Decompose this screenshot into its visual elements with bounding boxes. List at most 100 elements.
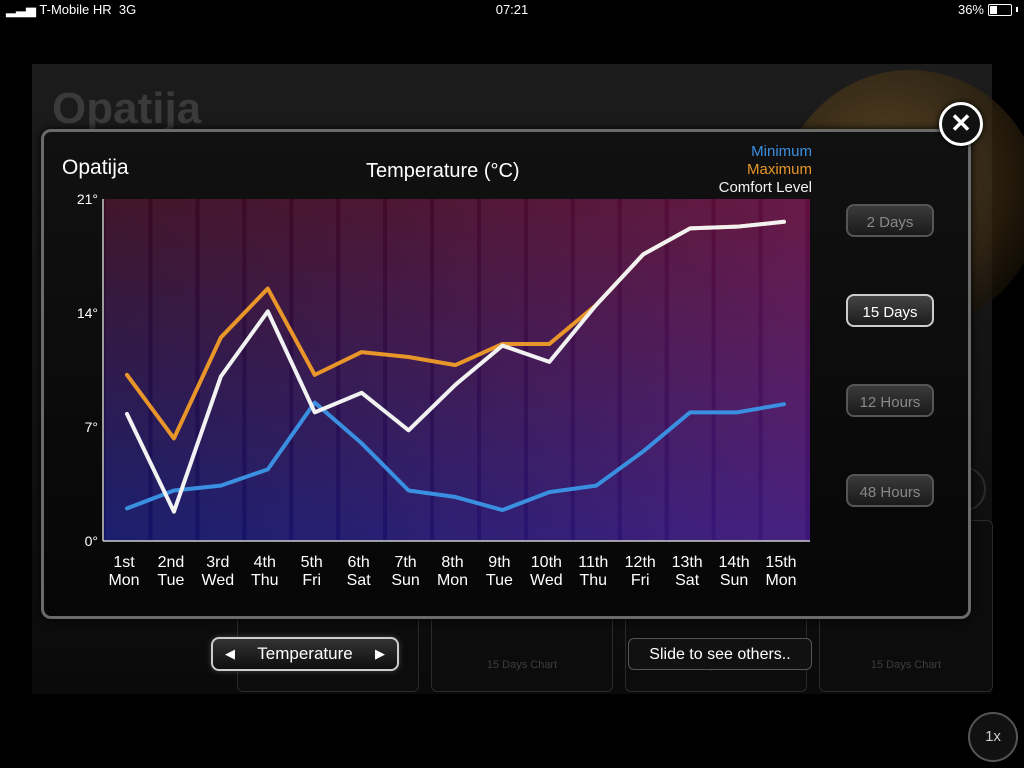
close-icon: ✕ xyxy=(950,108,972,138)
data-point-minimum xyxy=(172,489,176,493)
slide-hint: Slide to see others.. xyxy=(628,638,812,670)
data-point-comfort-level xyxy=(688,226,692,230)
day-stripes xyxy=(105,199,806,541)
x-tick-label: 1st Mon xyxy=(108,554,139,589)
chart-type-selector[interactable]: ◀ Temperature ▶ xyxy=(211,637,399,671)
y-tick-label: 0° xyxy=(85,533,98,549)
data-point-comfort-level xyxy=(360,391,364,395)
carrier-label: T-Mobile HR xyxy=(39,2,112,17)
data-point-minimum xyxy=(125,506,129,510)
chart-legend: Minimum Maximum Comfort Level xyxy=(650,143,812,197)
range-button-2-days[interactable]: 2 Days xyxy=(846,204,934,237)
y-tick-label: 14° xyxy=(77,305,98,321)
range-button-48-hours[interactable]: 48 Hours xyxy=(846,474,934,507)
x-tick-label: 2nd Tue xyxy=(157,554,184,589)
data-point-comfort-level xyxy=(735,225,739,229)
legend-minimum: Minimum xyxy=(751,143,812,160)
day-stripe xyxy=(480,199,524,541)
x-tick-label: 8th Mon xyxy=(437,554,468,589)
network-label: 3G xyxy=(118,2,137,17)
day-stripe xyxy=(621,199,665,541)
data-point-maximum xyxy=(219,335,223,339)
panel-caption: 15 Days Chart xyxy=(870,659,942,671)
y-tick-label: 21° xyxy=(77,191,98,207)
day-stripe xyxy=(105,199,149,541)
x-tick-label: 14th Sun xyxy=(719,554,750,589)
x-tick-label: 5th Fri xyxy=(301,554,323,589)
day-stripe xyxy=(340,199,384,541)
data-point-maximum xyxy=(125,373,129,377)
data-point-comfort-level xyxy=(172,510,176,514)
battery-percent: 36% xyxy=(957,2,984,17)
background-city-title: Opatija xyxy=(52,84,202,133)
day-stripe xyxy=(762,199,806,541)
chart-title: Temperature (°C) xyxy=(366,160,520,182)
legend-comfort: Comfort Level xyxy=(718,179,812,196)
day-stripe xyxy=(527,199,571,541)
range-button-15-days[interactable]: 15 Days xyxy=(846,294,934,327)
data-point-minimum xyxy=(594,484,598,488)
day-stripe xyxy=(668,199,712,541)
close-button[interactable]: ✕ xyxy=(939,102,983,146)
data-point-minimum xyxy=(641,449,645,453)
data-point-minimum xyxy=(454,495,457,499)
data-point-minimum xyxy=(688,410,692,414)
series-lines xyxy=(125,219,786,514)
x-tick-label: 3rd Wed xyxy=(202,554,235,589)
next-arrow-icon[interactable]: ▶ xyxy=(375,646,385,661)
data-point-minimum xyxy=(313,401,317,405)
day-stripe xyxy=(434,199,477,541)
data-point-maximum xyxy=(360,350,364,354)
data-point-minimum xyxy=(782,402,786,406)
data-point-minimum xyxy=(547,490,551,494)
data-point-comfort-level xyxy=(313,410,317,414)
battery-icon xyxy=(988,3,1012,16)
data-point-comfort-level xyxy=(782,220,786,224)
data-point-comfort-level xyxy=(219,375,223,379)
data-point-comfort-level xyxy=(125,412,129,416)
data-point-minimum xyxy=(219,484,223,488)
day-stripe xyxy=(387,199,431,541)
x-tick-label: 6th Sat xyxy=(347,554,372,589)
x-ticks: 1st Mon 2nd Tue 3rd Wed 4th Thu 5th Fri 6th Sat 7th S… xyxy=(108,554,796,589)
data-point-minimum xyxy=(407,489,411,493)
prev-arrow-icon[interactable]: ◀ xyxy=(225,646,235,661)
chart-city-title: Opatija xyxy=(62,156,129,179)
x-tick-label: 12th Fri xyxy=(625,554,656,589)
y-ticks: 0° 7° 14° 21° xyxy=(77,191,98,549)
battery-tip xyxy=(1016,7,1018,12)
x-tick-label: 10th Wed xyxy=(530,554,563,589)
x-tick-label: 7th Sun xyxy=(391,554,419,589)
panel-caption: 15 Days Chart xyxy=(486,659,558,671)
x-tick-label: 11th Thu xyxy=(578,554,608,589)
x-tick-label: 15th Mon xyxy=(765,554,796,589)
speed-button[interactable]: 1x xyxy=(968,712,1018,762)
legend-maximum: Maximum xyxy=(746,161,812,178)
selector-label: Temperature xyxy=(257,644,353,663)
signal-icon: ▂▃▅ xyxy=(6,2,36,17)
data-point-maximum xyxy=(172,436,176,440)
status-bar: ▂▃▅ T-Mobile HR 3G 07:21 36% xyxy=(0,0,1024,20)
data-point-maximum xyxy=(454,363,457,367)
data-point-comfort-level xyxy=(594,303,598,307)
x-tick-label: 13th Sat xyxy=(672,554,703,589)
clock: 07:21 xyxy=(495,2,529,17)
data-point-maximum xyxy=(407,355,411,359)
day-stripe xyxy=(293,199,337,541)
data-point-comfort-level xyxy=(547,360,551,364)
day-stripe xyxy=(246,199,290,541)
data-point-minimum xyxy=(735,410,739,414)
status-left: ▂▃▅ T-Mobile HR 3G xyxy=(6,2,136,18)
x-tick-label: 9th Tue xyxy=(486,554,513,589)
day-stripe xyxy=(715,199,759,541)
data-point-maximum xyxy=(547,342,551,346)
data-point-minimum xyxy=(266,467,270,471)
data-point-comfort-level xyxy=(641,252,645,256)
data-point-comfort-level xyxy=(266,309,270,313)
status-right: 36% xyxy=(958,2,1018,17)
y-tick-label: 7° xyxy=(85,419,98,435)
data-point-comfort-level xyxy=(454,383,457,387)
range-button-12-hours[interactable]: 12 Hours xyxy=(846,384,934,417)
data-point-comfort-level xyxy=(500,344,504,348)
